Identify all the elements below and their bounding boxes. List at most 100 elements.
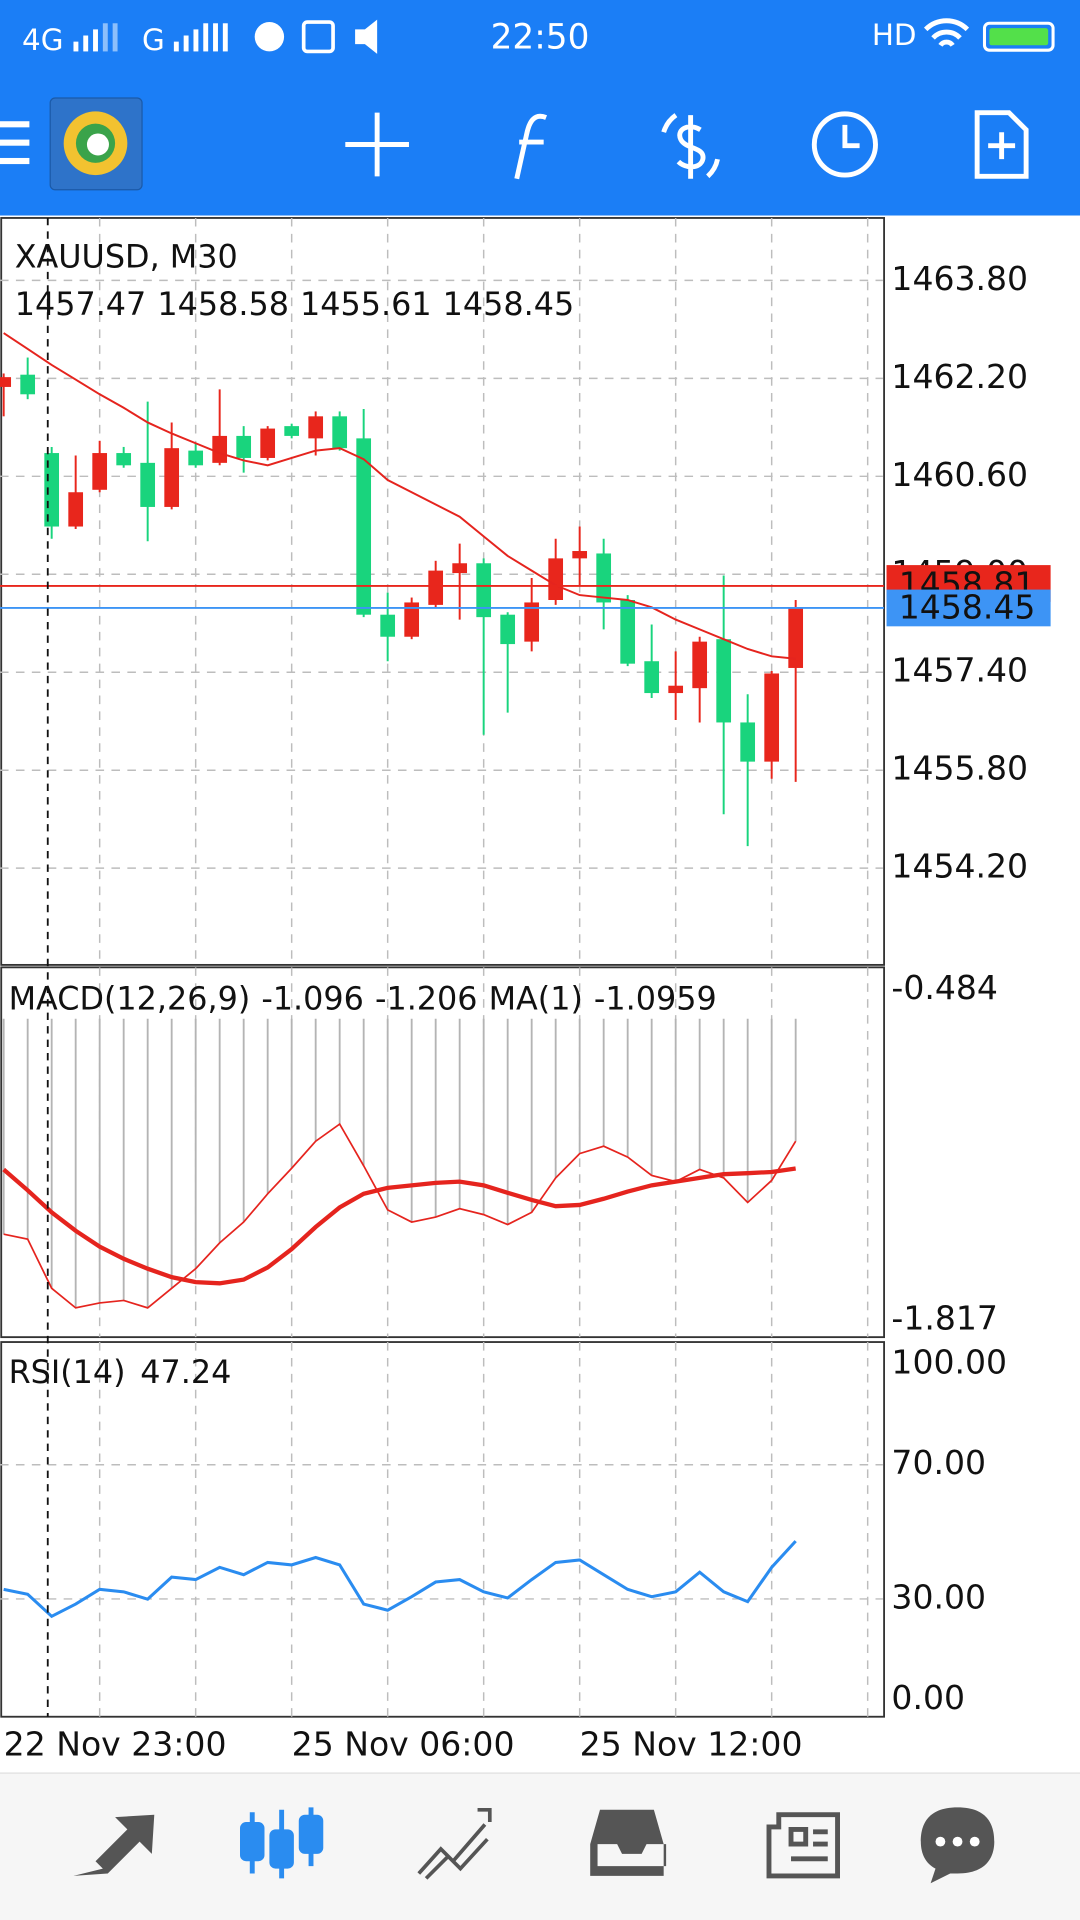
app-status-icon xyxy=(254,22,285,52)
candle-body xyxy=(524,602,540,642)
macd-main-value: -1.096 xyxy=(261,979,364,1017)
x-tick-label: 22 Nov 23:00 xyxy=(4,1725,227,1764)
candle-body xyxy=(332,416,348,449)
candle-body xyxy=(644,661,660,694)
macd-panel xyxy=(0,966,885,1339)
candle-body xyxy=(716,639,732,723)
macd-signal-value: -1.206 xyxy=(375,979,478,1017)
high-value: 1458.58 xyxy=(157,285,289,323)
candle-body xyxy=(452,563,468,574)
candle-body xyxy=(692,641,708,689)
y-tick-label: 1463.80 xyxy=(891,259,1028,298)
ohlc-label: 1457.47 1458.58 1455.61 1458.45 xyxy=(15,285,575,323)
moving-average-line xyxy=(3,332,796,660)
candle-body xyxy=(572,551,588,559)
candle-body xyxy=(620,600,636,664)
macd-title: MACD(12,26,9) xyxy=(9,979,251,1017)
y-tick-label: 70.00 xyxy=(891,1443,986,1482)
rsi-line xyxy=(3,1540,797,1619)
candle-body xyxy=(740,722,756,762)
candle-body xyxy=(44,453,60,527)
history-tab[interactable] xyxy=(590,1809,667,1876)
rsi-label: RSI(14) 47.24 xyxy=(9,1353,232,1391)
hd-label: HD xyxy=(872,18,917,52)
bid-label: 1458.45 xyxy=(899,588,1036,627)
clock: 22:50 xyxy=(491,18,590,58)
candle-body xyxy=(116,453,132,466)
candle-body xyxy=(308,416,324,439)
candle-body xyxy=(140,462,156,507)
candle-body xyxy=(596,553,612,603)
candle-body xyxy=(788,607,804,668)
candle-body xyxy=(764,673,780,762)
candle-body xyxy=(548,558,564,600)
bid-label-box xyxy=(886,589,1051,627)
menu-button[interactable] xyxy=(0,121,30,165)
y-tick-label: 1460.60 xyxy=(891,455,1028,494)
signal-icon xyxy=(73,23,118,52)
app-status-icon xyxy=(301,20,335,54)
chat-tab[interactable] xyxy=(920,1807,995,1884)
y-tick-label: 100.00 xyxy=(891,1343,1007,1382)
timeframe-button[interactable] xyxy=(811,111,878,178)
candle-body xyxy=(236,435,252,458)
macd-signal-line xyxy=(2,1166,796,1286)
signal-icon xyxy=(173,23,228,52)
x-tick-label: 25 Nov 12:00 xyxy=(580,1725,803,1764)
crosshair-button[interactable] xyxy=(345,112,409,177)
macd-ma-value: -1.0959 xyxy=(594,979,717,1017)
candle-body xyxy=(404,602,420,637)
y-tick-label: 1455.80 xyxy=(891,749,1028,788)
news-tab[interactable] xyxy=(766,1812,840,1879)
candle-body xyxy=(428,570,444,605)
network-label: 4G xyxy=(22,23,63,57)
y-tick-label: 30.00 xyxy=(891,1577,986,1616)
x-tick-label: 25 Nov 06:00 xyxy=(292,1725,515,1764)
candle-body xyxy=(20,374,36,395)
rsi-title: RSI(14) xyxy=(9,1353,126,1391)
candle-body xyxy=(476,563,492,618)
macd-ma-label: MA(1) xyxy=(489,979,583,1017)
macd-main-line xyxy=(3,1122,797,1309)
open-value: 1457.47 xyxy=(15,285,147,323)
candle-body xyxy=(164,448,180,507)
network-label: G xyxy=(142,23,165,57)
rsi-panel xyxy=(0,1341,885,1718)
rsi-value: 47.24 xyxy=(140,1353,231,1391)
y-tick-label: -0.484 xyxy=(891,968,998,1007)
battery-level xyxy=(989,28,1049,46)
trade-tab[interactable] xyxy=(417,1807,492,1880)
candle-body xyxy=(668,685,684,694)
candle-body xyxy=(68,492,84,527)
y-tick-label: -1.817 xyxy=(891,1299,998,1338)
trade-button[interactable] xyxy=(661,113,720,179)
candle-body xyxy=(212,435,228,463)
candle-body xyxy=(260,428,276,458)
volume-icon xyxy=(355,19,378,54)
candle-body xyxy=(92,453,108,490)
quotes-tab[interactable] xyxy=(73,1814,155,1876)
symbol-label: XAUUSD, M30 xyxy=(15,237,238,275)
top-bar xyxy=(0,0,1080,216)
candle-body xyxy=(380,614,396,637)
battery-icon xyxy=(982,21,1055,52)
grid: 1463.801462.201460.601459.001457.401455.… xyxy=(0,217,1028,1764)
price-panel xyxy=(0,217,885,966)
new-order-button[interactable] xyxy=(974,110,1029,179)
app-icon[interactable] xyxy=(49,97,143,191)
y-tick-label: 0.00 xyxy=(891,1678,965,1717)
candle-body xyxy=(0,377,12,387)
chart-tab[interactable] xyxy=(240,1807,324,1879)
y-tick-label: 1462.20 xyxy=(891,357,1028,396)
close-value: 1458.45 xyxy=(443,285,575,323)
y-tick-label: 1454.20 xyxy=(891,847,1028,886)
candle-body xyxy=(188,450,204,466)
candle-body xyxy=(356,438,372,615)
indicators-button[interactable] xyxy=(514,113,548,180)
y-tick-label: 1457.40 xyxy=(891,651,1028,690)
low-value: 1455.61 xyxy=(300,285,432,323)
wifi-icon xyxy=(923,18,970,47)
